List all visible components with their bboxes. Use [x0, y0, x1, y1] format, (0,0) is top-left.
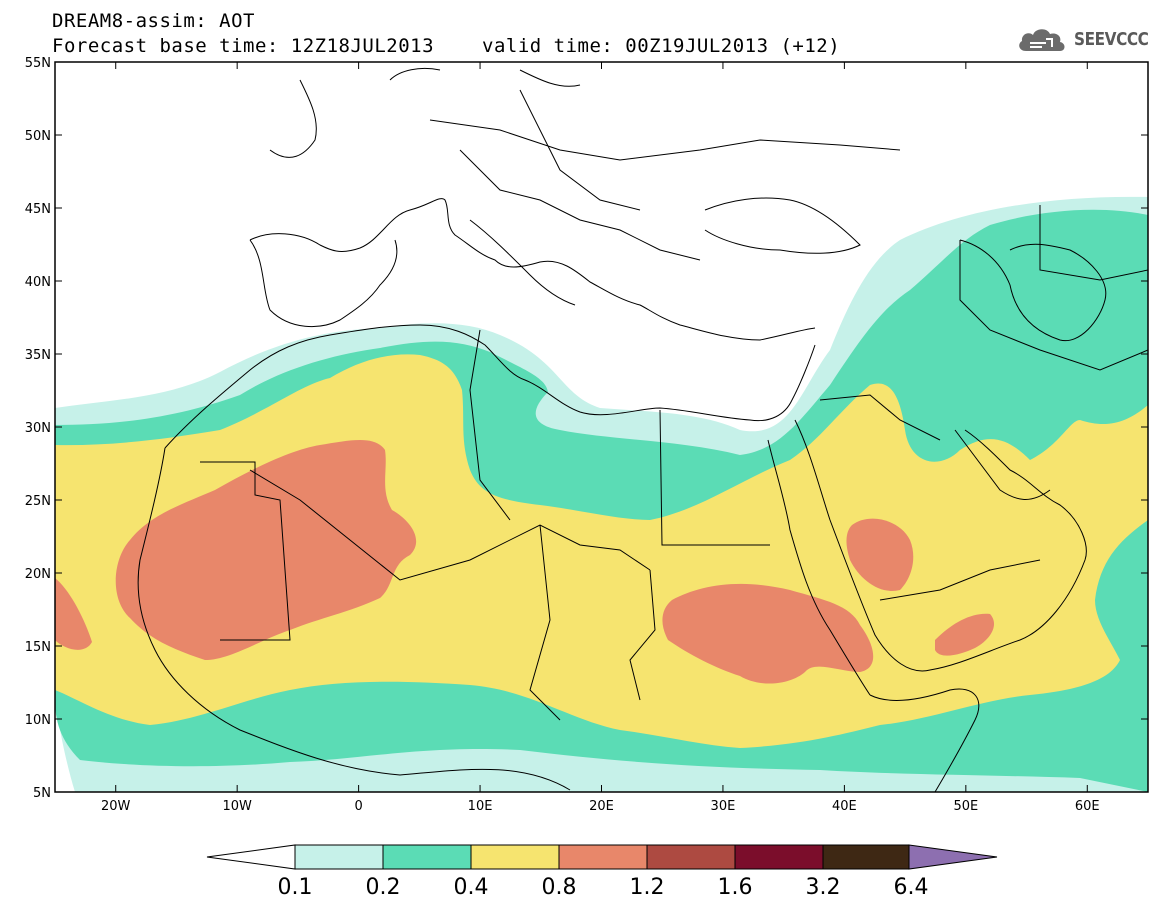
coastline-east-africa [869, 688, 980, 792]
lon-tick-label: 20W [101, 799, 131, 814]
coastline-arabia [794, 419, 1087, 672]
latitude-axis: 55N 50N 45N 40N 35N 30N 25N 20N 15N 10N 5N [25, 56, 1148, 801]
coastline-north-africa [164, 324, 816, 449]
coastline-caspian [959, 239, 1107, 342]
lon-tick-label: 0 [354, 799, 362, 814]
colorbar-box-3 [470, 844, 560, 870]
aot-patch-mauritania-coast [55, 578, 92, 650]
colorbar-label: 1.6 [718, 875, 753, 900]
colorbar-label: 0.2 [366, 875, 401, 900]
colorbar-high-arrow [908, 844, 998, 870]
lon-tick-label: 10E [468, 799, 493, 814]
seevccc-logo: SEEVCCC [1016, 22, 1162, 56]
lon-tick-label: 20E [589, 799, 614, 814]
colorbar-label: 0.8 [542, 875, 577, 900]
border-sahel [249, 469, 651, 581]
lat-tick-label: 45N [25, 202, 51, 217]
border-iraq-saudi [819, 394, 941, 441]
colorbar-label: 0.4 [454, 875, 489, 900]
colorbar-box-5 [646, 844, 736, 870]
coastline-scandinavia [389, 67, 581, 87]
lat-tick-label: 5N [33, 786, 51, 801]
coastline-gulf [954, 429, 1051, 500]
logo-text: SEEVCCC [1074, 28, 1149, 50]
lat-tick-label: 35N [25, 348, 51, 363]
border-niger-chad [529, 524, 561, 721]
border-algeria-libya [469, 329, 511, 521]
lat-tick-label: 15N [25, 640, 51, 655]
border-europe-2 [459, 149, 701, 261]
lat-tick-label: 20N [25, 567, 51, 582]
colorbar-labels: 0.1 0.2 0.4 0.8 1.2 1.6 3.2 6.4 [278, 875, 929, 900]
coastline-red-sea-west [767, 439, 871, 696]
aot-patch-sudan [662, 583, 874, 684]
colorbar-label: 0.1 [278, 875, 313, 900]
valid-time: valid time: 00Z19JUL2013 (+12) [482, 35, 841, 57]
colorbar-label: 3.2 [806, 875, 841, 900]
forecast-base-time: Forecast base time: 12Z18JUL2013 [52, 35, 435, 57]
aot-patch-west-africa [115, 440, 417, 660]
lat-tick-label: 25N [25, 494, 51, 509]
aot-patch-arabia [846, 518, 914, 591]
colorbar-box-7 [822, 844, 910, 870]
coastline-iberia [249, 239, 398, 328]
aot-contours [55, 196, 1148, 792]
lat-tick-label: 40N [25, 275, 51, 290]
lat-tick-label: 55N [25, 56, 51, 71]
border-europe-1 [429, 119, 901, 161]
lon-tick-label: 30E [711, 799, 736, 814]
colorbar-box-1 [294, 844, 384, 870]
lat-tick-label: 10N [25, 713, 51, 728]
border-iran [959, 240, 1148, 371]
colorbar-box-2 [382, 844, 472, 870]
border-saudi-yemen [879, 559, 1041, 601]
lon-tick-label: 50E [953, 799, 978, 814]
colorbar [206, 844, 998, 870]
country-borders [137, 67, 1148, 792]
coastline-britain [269, 79, 317, 158]
coastline-black-sea [704, 197, 861, 254]
lon-tick-label: 40E [832, 799, 857, 814]
border-central-asia [1039, 205, 1148, 281]
map-title: DREAM8-assim: AOT [52, 10, 255, 32]
colorbar-low-arrow [206, 844, 296, 870]
border-mali-mauritania [200, 461, 291, 641]
colorbar-label: 1.2 [630, 875, 665, 900]
border-europe-3 [519, 89, 641, 211]
coastline-europe [249, 198, 816, 341]
lat-tick-label: 30N [25, 421, 51, 436]
aot-patch-yemen [935, 613, 995, 656]
coastline-italy [469, 219, 576, 306]
colorbar-box-4 [558, 844, 648, 870]
longitude-axis: 20W 10W 0 10E 20E 30E 40E 50E 60E [101, 62, 1100, 814]
lon-tick-label: 10W [222, 799, 252, 814]
colorbar-box-6 [734, 844, 824, 870]
colorbar-label: 6.4 [894, 875, 929, 900]
border-libya-egypt [659, 409, 770, 546]
lon-tick-label: 60E [1075, 799, 1100, 814]
cloud-icon [1019, 29, 1065, 51]
lat-tick-label: 50N [25, 129, 51, 144]
border-chad-sudan [629, 569, 656, 701]
coastline-west-africa [137, 447, 571, 791]
